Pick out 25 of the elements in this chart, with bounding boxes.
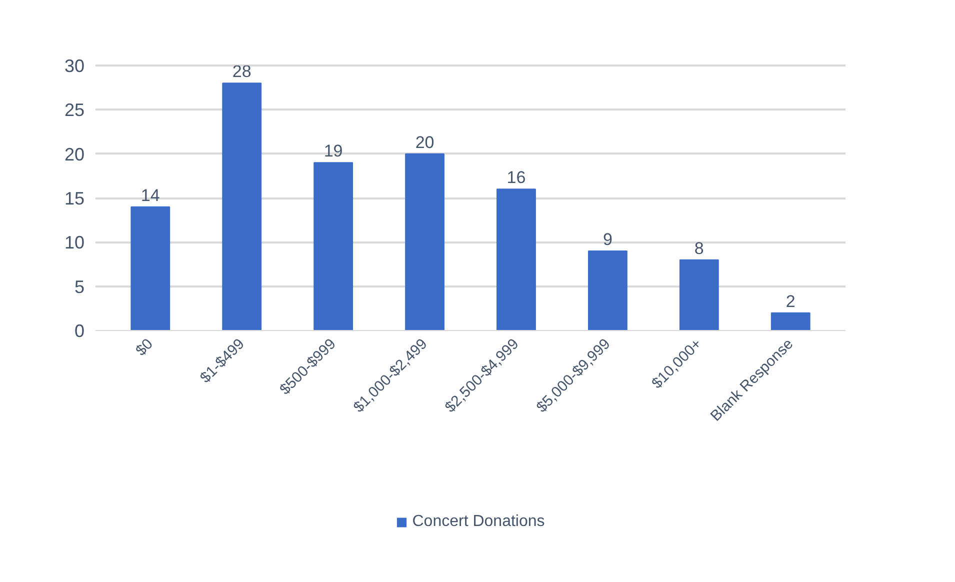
bar (679, 259, 719, 330)
data-label: 14 (140, 186, 160, 205)
y-tick-label: 30 (64, 56, 85, 76)
y-tick-label: 10 (64, 232, 85, 253)
bar (770, 312, 810, 330)
data-label: 2 (786, 292, 796, 311)
y-tick-label: 15 (64, 188, 85, 208)
legend-label: Concert Donations (412, 513, 545, 531)
data-label: 8 (694, 238, 704, 258)
data-label: 9 (602, 230, 612, 249)
data-label: 19 (324, 142, 343, 161)
y-tick-label: 5 (74, 276, 85, 297)
bar (588, 250, 628, 330)
y-tick-label: 20 (64, 144, 85, 164)
data-label: 16 (506, 168, 526, 188)
bar (496, 188, 536, 330)
data-label: 28 (232, 62, 252, 82)
bar (222, 82, 262, 330)
x-tick-label: $0 (132, 335, 156, 360)
bar (314, 162, 354, 330)
bar (130, 206, 170, 330)
y-tick-label: 25 (64, 100, 85, 120)
bar (405, 153, 444, 330)
data-label: 20 (415, 132, 434, 152)
y-tick-label: 0 (74, 321, 85, 341)
